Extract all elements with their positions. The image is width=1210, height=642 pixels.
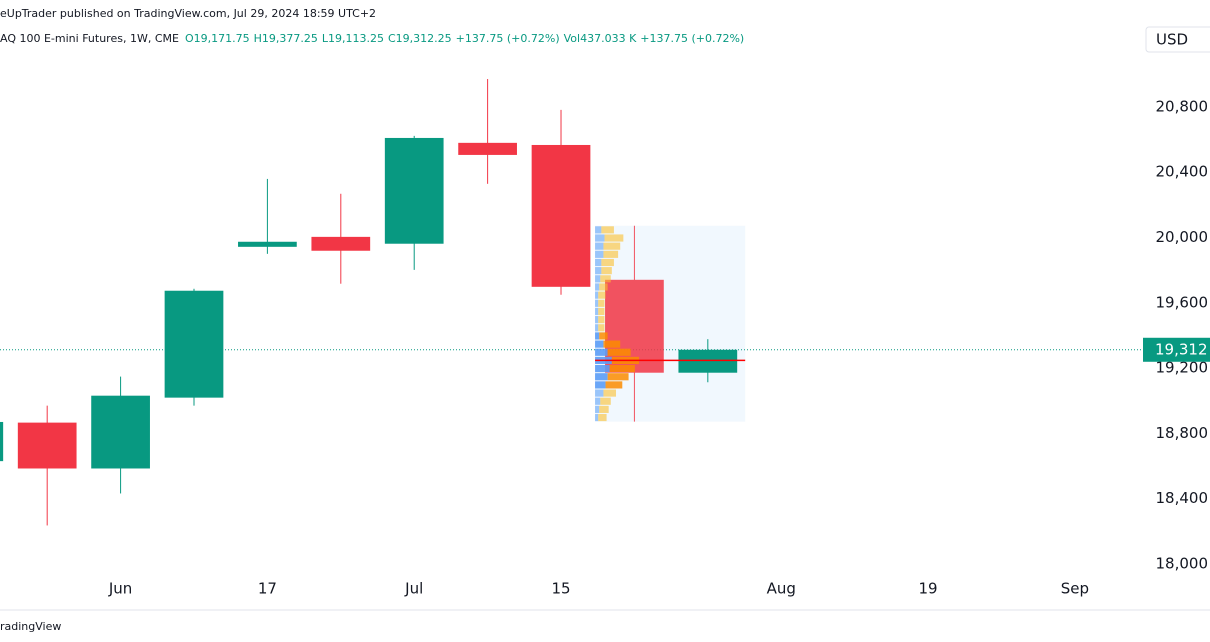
profile-up bbox=[595, 389, 604, 397]
profile-up bbox=[595, 316, 599, 324]
profile-up bbox=[595, 291, 599, 299]
candle bbox=[91, 376, 150, 494]
profile-down bbox=[607, 373, 629, 381]
profile-down bbox=[599, 405, 609, 413]
candle bbox=[531, 109, 591, 295]
profile-up bbox=[595, 283, 600, 291]
publisher: eUpTrader published on TradingView.com, … bbox=[0, 7, 376, 20]
currency[interactable]: USD bbox=[1156, 31, 1188, 49]
profile-down bbox=[603, 242, 621, 250]
candle-body bbox=[311, 236, 371, 251]
x-tick-label: Sep bbox=[1061, 580, 1089, 598]
candle-body bbox=[678, 349, 738, 373]
y-tick-label: 20,800 bbox=[1156, 97, 1209, 115]
profile-up bbox=[595, 250, 604, 258]
legend-value: H19,377.25 bbox=[254, 32, 318, 45]
profile-up bbox=[595, 397, 601, 405]
candle-body bbox=[238, 241, 297, 247]
profile-up bbox=[595, 332, 600, 340]
legend-value: C19,312.25 bbox=[388, 32, 452, 45]
profile-down bbox=[601, 267, 612, 275]
profile-up bbox=[595, 242, 604, 250]
profile-down bbox=[598, 307, 605, 316]
y-tick-label: 20,000 bbox=[1156, 228, 1209, 246]
currency-box[interactable] bbox=[1145, 26, 1210, 53]
profile-up bbox=[595, 234, 605, 242]
profile-up bbox=[595, 348, 608, 356]
profile-down bbox=[598, 324, 605, 332]
profile-up bbox=[595, 373, 608, 381]
profile-up bbox=[595, 307, 599, 316]
profile-up bbox=[595, 275, 601, 283]
profile-down bbox=[604, 234, 624, 242]
profile-down bbox=[598, 291, 606, 299]
profile-down bbox=[603, 389, 617, 397]
profile-down bbox=[599, 283, 608, 291]
profile-up bbox=[595, 413, 599, 422]
legend-value: Vol437.033 K bbox=[564, 32, 637, 45]
profile-down bbox=[609, 365, 635, 373]
x-tick-label: Jul bbox=[404, 580, 423, 598]
y-tick-label: 20,400 bbox=[1156, 163, 1209, 181]
candle bbox=[0, 421, 4, 462]
profile-up bbox=[595, 267, 602, 275]
candle-body bbox=[164, 290, 224, 398]
symbol: AQ 100 E-mini Futures, 1W, CME bbox=[0, 32, 179, 45]
profile-up bbox=[595, 226, 602, 234]
legend-value: +137.75 (+0.72%) bbox=[640, 32, 744, 45]
candle-body bbox=[384, 137, 444, 244]
candle bbox=[311, 193, 371, 284]
profile-up bbox=[595, 365, 610, 373]
candle bbox=[238, 178, 297, 254]
candle bbox=[384, 135, 444, 270]
y-tick-label: 18,400 bbox=[1156, 489, 1209, 507]
profile-down bbox=[599, 332, 608, 340]
profile-up bbox=[595, 381, 606, 389]
y-tick-label: 19,600 bbox=[1156, 293, 1209, 311]
profile-down bbox=[598, 316, 605, 324]
profile-down bbox=[603, 340, 621, 348]
legend-value: O19,171.75 bbox=[185, 32, 250, 45]
last-price-tag bbox=[1143, 337, 1210, 362]
candle-body bbox=[458, 142, 517, 155]
profile-up bbox=[595, 324, 599, 332]
profile-down bbox=[607, 348, 631, 356]
profile-down bbox=[605, 381, 623, 389]
profile-down bbox=[600, 275, 611, 283]
y-tick-label: 18,000 bbox=[1156, 554, 1209, 572]
legend-value: +137.75 (+0.72%) bbox=[456, 32, 560, 45]
profile-down bbox=[600, 397, 611, 405]
plot-area bbox=[0, 79, 1143, 526]
y-tick-label: 18,800 bbox=[1156, 424, 1209, 442]
profile-down bbox=[598, 299, 605, 307]
profile-up bbox=[595, 258, 602, 267]
profile-up bbox=[595, 299, 599, 307]
footer: radingView bbox=[0, 620, 61, 633]
profile-down bbox=[603, 250, 619, 258]
y-tick-label: 19,200 bbox=[1156, 359, 1209, 377]
candle-body bbox=[0, 421, 4, 462]
last-price-label: 19,312 bbox=[1155, 340, 1208, 358]
profile-up bbox=[595, 340, 604, 348]
profile-up bbox=[595, 405, 600, 413]
x-tick-label: 15 bbox=[551, 580, 570, 598]
candle bbox=[17, 405, 77, 526]
candle-body bbox=[17, 422, 77, 469]
legend: AQ 100 E-mini Futures, 1W, CME O19,171.75… bbox=[0, 32, 744, 45]
profile-down bbox=[601, 226, 614, 234]
candle-body bbox=[91, 395, 150, 469]
x-tick-label: Jun bbox=[108, 580, 132, 598]
x-tick-label: 17 bbox=[258, 580, 277, 598]
x-tick-label: Aug bbox=[767, 580, 796, 598]
profile-down bbox=[601, 258, 614, 267]
profile-down bbox=[598, 413, 607, 422]
candle bbox=[164, 288, 224, 406]
x-tick-label: 19 bbox=[918, 580, 937, 598]
candle-body bbox=[531, 144, 591, 287]
candle bbox=[458, 79, 517, 184]
legend-value: L19,113.25 bbox=[322, 32, 384, 45]
